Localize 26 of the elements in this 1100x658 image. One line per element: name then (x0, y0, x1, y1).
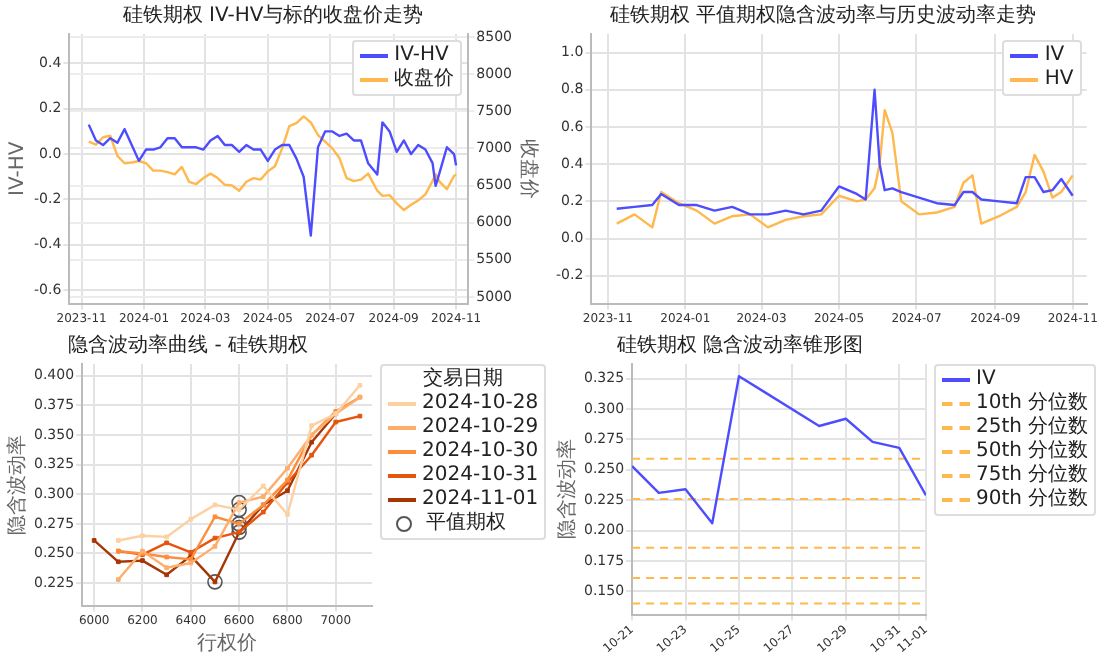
chart-title: 硅铁期权 平值期权隐含波动率与历史波动率走势 (607, 3, 1037, 28)
x-axis-title: 行权价 (197, 631, 258, 656)
y-axis-title: 隐含波动率 (5, 434, 30, 535)
legend-label: IV (1044, 44, 1065, 68)
legend-label: 2024-10-31 (422, 464, 539, 488)
chart-title: 硅铁期权 隐含波动率锥形图 (614, 333, 864, 358)
legend-label: 75th 分位数 (976, 464, 1089, 488)
legend-label: 50th 分位数 (976, 440, 1089, 464)
legend-label: HV (1044, 68, 1074, 92)
legend-label: IV-HV (394, 44, 449, 68)
chart-title: 隐含波动率曲线 - 硅铁期权 (68, 333, 308, 358)
y-axis-title: IV-HV (7, 141, 30, 196)
chart-title: 硅铁期权 IV-HV与标的收盘价走势 (120, 3, 424, 28)
y2-axis-title: 收盘价 (516, 138, 541, 199)
legend-label: 2024-10-30 (422, 440, 539, 464)
legend-label: 2024-10-28 (422, 392, 539, 416)
y-axis-title: 隐含波动率 (555, 439, 580, 540)
legend-label: 2024-11-01 (422, 488, 539, 511)
legend-label: 2024-10-29 (422, 416, 539, 440)
legend-label: 90th 分位数 (976, 488, 1089, 512)
legend-label: 平值期权 (426, 512, 506, 536)
legend-label: 25th 分位数 (976, 416, 1089, 440)
legend-label: 10th 分位数 (976, 392, 1089, 416)
legend-label: IV (976, 368, 996, 392)
legend-label: 收盘价 (394, 68, 455, 92)
legend-title: 交易日期 (421, 368, 506, 392)
